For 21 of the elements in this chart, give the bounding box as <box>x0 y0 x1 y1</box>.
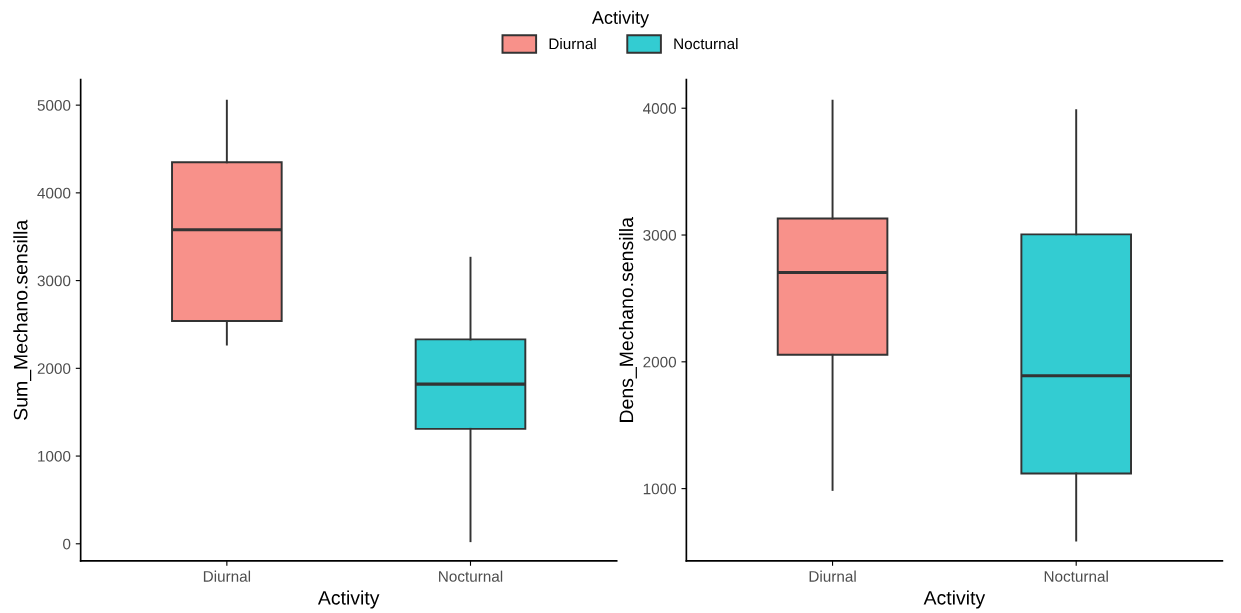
x-axis-title: Activity <box>317 590 380 609</box>
y-axis-title: Dens_Mechano.sensilla <box>618 217 637 422</box>
y-axis-title: Sum_Mechano.sensilla <box>13 219 32 420</box>
legend-label: Nocturnal <box>674 38 738 50</box>
x-axis-title: Activity <box>923 590 986 609</box>
x-tick-label: Diurnal <box>203 570 251 582</box>
y-tick-label: 1000 <box>643 483 677 495</box>
x-tick-label: Diurnal <box>809 570 856 582</box>
legend-label: Diurnal <box>549 38 596 50</box>
y-tick-label: 0 <box>63 538 71 550</box>
y-tick-label: 3000 <box>643 229 677 241</box>
legend-title: Activity <box>591 10 650 28</box>
y-tick-label: 2000 <box>37 363 71 375</box>
y-tick-label: 4000 <box>643 103 677 114</box>
y-tick-label: 3000 <box>37 275 71 287</box>
y-tick-label: 1000 <box>38 450 71 462</box>
x-tick-label: Nocturnal <box>1044 570 1108 582</box>
y-tick-label: 2000 <box>643 356 677 368</box>
x-tick-label: Nocturnal <box>439 570 503 582</box>
y-tick-label: 4000 <box>37 187 71 199</box>
y-tick-label: 5000 <box>37 100 71 111</box>
